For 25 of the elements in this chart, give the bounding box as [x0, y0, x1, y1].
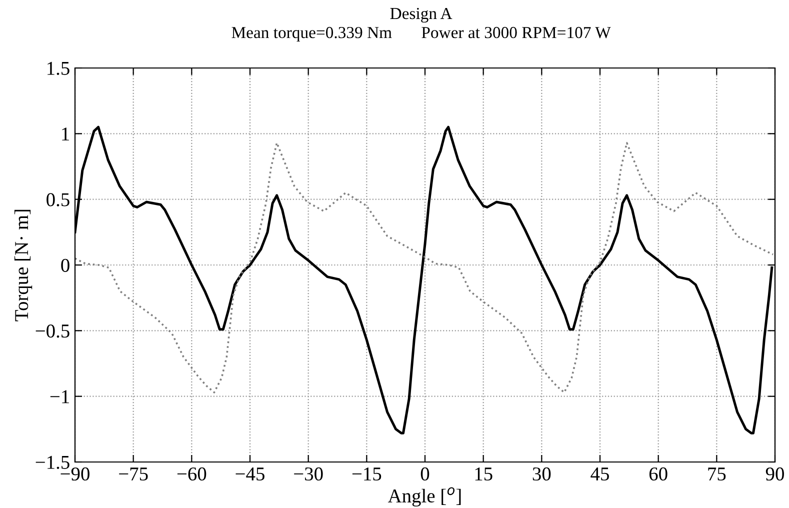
y-tick-label: 0 — [61, 258, 70, 272]
x-tick-label: −15 — [352, 468, 382, 481]
x-tick-label: 0 — [420, 467, 430, 481]
y-tick-label: 1.5 — [48, 62, 70, 76]
x-tick-label: −90 — [60, 467, 90, 481]
y-axis-title: Torque [N· m] — [14, 210, 32, 322]
x-axis-title: Angle [$^{o}$] — [388, 487, 461, 507]
line-series — [75, 142, 774, 394]
chart-title: Design A — [390, 8, 452, 23]
x-tick-label: 75 — [708, 468, 726, 481]
x-tick-label: −60 — [177, 467, 206, 481]
y-tick-label: −1 — [50, 390, 69, 404]
y-tick-label: 1 — [62, 128, 69, 140]
y-tick-label: −0.5 — [36, 324, 70, 338]
x-tick-label: 45 — [590, 468, 609, 481]
x-tick-label: 60 — [649, 467, 668, 481]
x-tick-label: 90 — [766, 467, 784, 481]
y-tick-label: 0.5 — [46, 193, 70, 206]
y-tick-label: −1.5 — [36, 456, 70, 470]
x-tick-label: −75 — [119, 468, 148, 481]
x-tick-label: 15 — [475, 468, 492, 481]
chart-subtitle: Mean torque=0.339 Nm Power at 3000 RPM=107 W — [232, 26, 611, 42]
x-tick-label: −45 — [236, 468, 264, 481]
x-tick-label: 30 — [532, 467, 551, 481]
x-tick-label: −30 — [294, 467, 323, 481]
